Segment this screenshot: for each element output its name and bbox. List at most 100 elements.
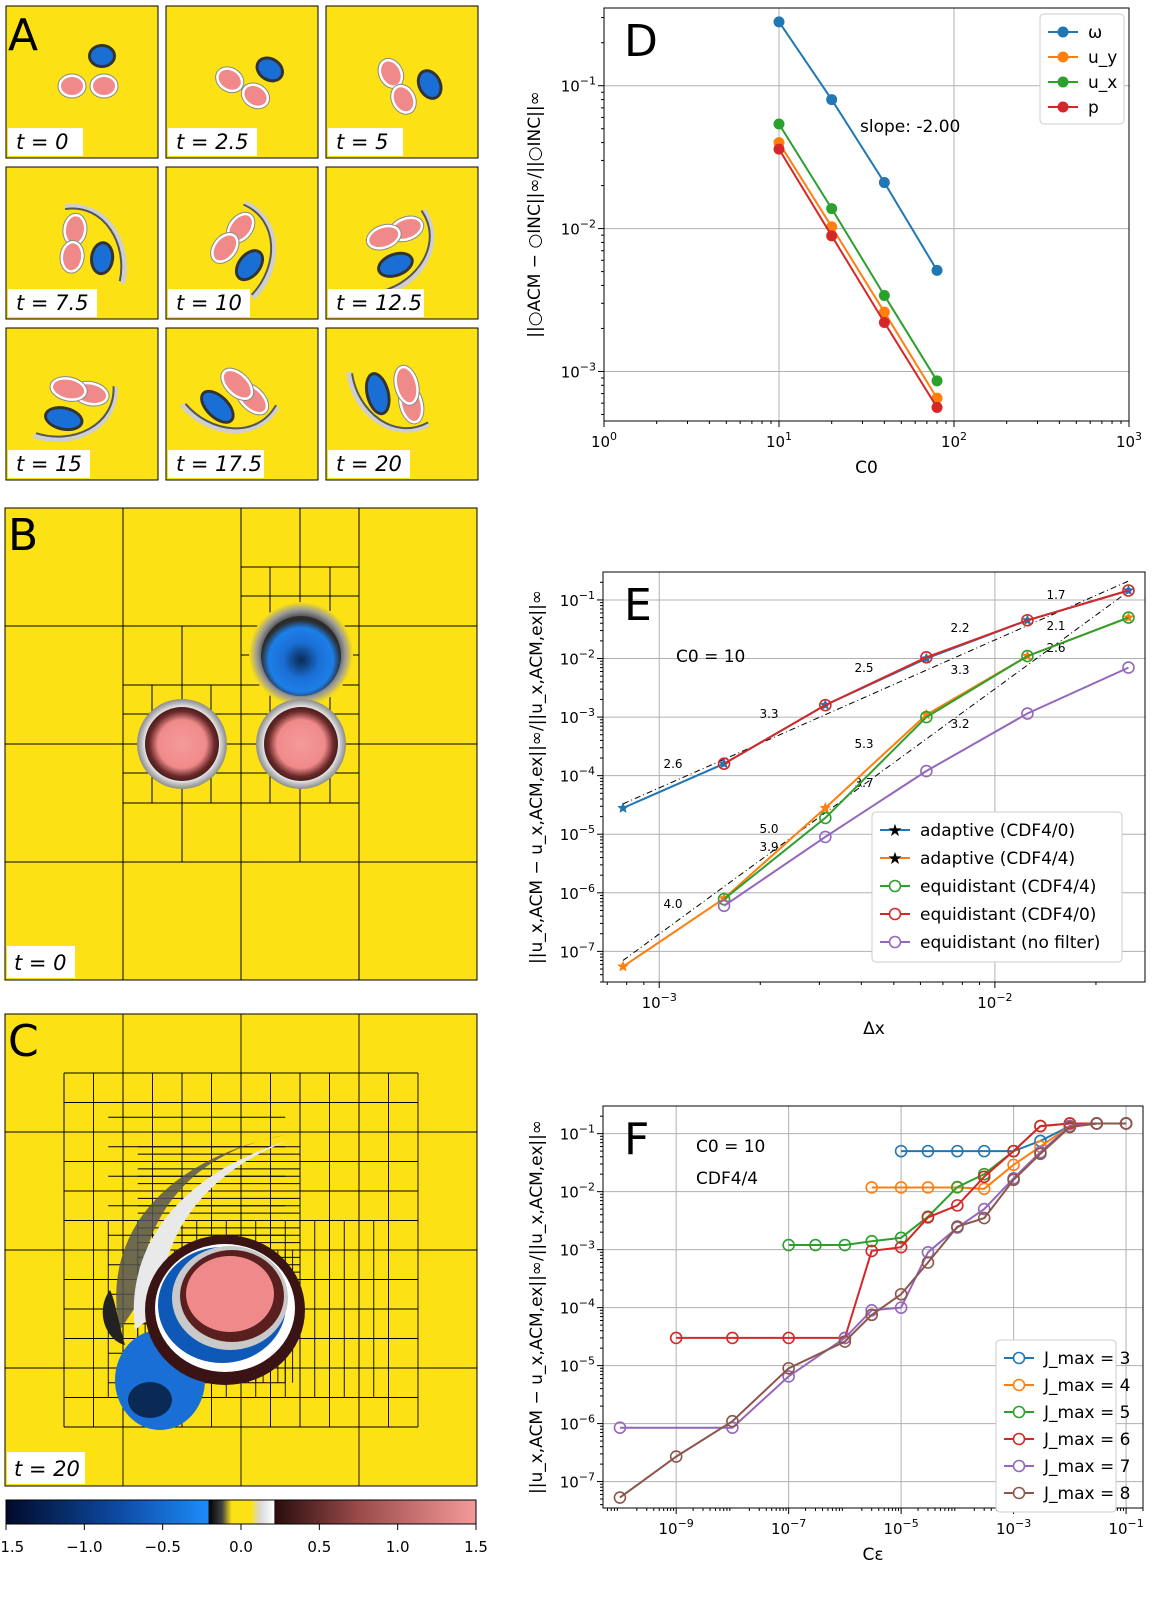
data-point	[838, 1335, 852, 1348]
snapshot-pink-vortex-left	[61, 77, 83, 95]
snapshot-pink-vortex-right	[63, 243, 82, 271]
reference-line-lower	[622, 590, 1129, 961]
snapshot-blue-vortex	[367, 375, 388, 413]
snapshot-time-box	[8, 289, 97, 317]
data-point	[613, 1491, 627, 1504]
panel-c-grid-final: t = 20	[4, 1013, 478, 1487]
data-point	[826, 230, 838, 242]
y-tick-label: 10−2	[560, 648, 595, 669]
y-axis-label: ||u_x,ACM − u_x,ACM,ex||∞/||u_x,ACM,ex||…	[527, 1120, 547, 1494]
data-point	[865, 1234, 879, 1248]
data-point	[717, 757, 731, 771]
data-point	[931, 401, 943, 413]
chart-frame	[603, 7, 1130, 422]
data-point	[951, 1220, 964, 1233]
legend-item: J_max = 4	[1004, 1376, 1130, 1396]
panel-b-blue-vortex	[261, 616, 341, 696]
data-point	[782, 1361, 795, 1375]
slope-label-lower: 3.3	[950, 663, 969, 677]
slope-label-nofilter: 3.9	[759, 840, 778, 854]
legend: ★ adaptive (CDF4/0) ★ adaptive (CDF4/4) equi…	[871, 811, 1123, 963]
data-point	[613, 1421, 627, 1434]
snapshot-time-label: t = 10	[176, 291, 242, 315]
snapshot-2: t = 5	[325, 5, 479, 159]
data-point	[773, 143, 785, 155]
x-tick-label: 100	[591, 430, 617, 451]
data-point	[717, 899, 731, 913]
panel-b-time-label: t = 0	[14, 951, 67, 975]
legend-label: J_max = 4	[1043, 1376, 1130, 1396]
legend-box	[995, 1339, 1117, 1513]
data-point	[894, 1231, 908, 1245]
y-tick-label: 10−7	[560, 940, 595, 961]
snapshot-1: t = 2.5	[165, 5, 319, 159]
slope-label-lower: 4.0	[663, 897, 682, 911]
snapshot-blue-vortex	[258, 59, 282, 80]
snapshot-filament	[180, 402, 280, 434]
snapshot-8: t = 20	[325, 327, 479, 481]
y-tick-label: 10−6	[560, 882, 595, 903]
chart-e: 10−3 10−2 10−7 10−6 10−5 10−4 10−3 10−2 10−1 C0 =…	[527, 571, 1146, 1039]
legend-marker: ★	[887, 821, 902, 841]
panel-a-letter: A	[8, 10, 38, 61]
y-axis-label: ||u_x,ACM − u_x,ACM,ex||∞/||u_x,ACM,ex||…	[527, 590, 547, 964]
chart-letter: E	[624, 580, 652, 631]
legend-item: ★ adaptive (CDF4/0)	[880, 821, 1075, 841]
snapshot-time-box	[328, 289, 424, 317]
panel-c-vortex-structure	[102, 1135, 305, 1430]
legend-label: u_x	[1088, 73, 1117, 93]
data-point	[819, 802, 831, 813]
y-tick-label: 10−1	[560, 1123, 595, 1144]
series-2	[773, 118, 943, 387]
x-tick-label: 10−1	[1108, 1517, 1143, 1538]
data-point	[782, 1331, 795, 1345]
data-point	[1007, 1173, 1020, 1187]
data-point	[894, 1144, 908, 1158]
y-tick-label: 10−1	[561, 75, 596, 96]
snapshot-vortices	[57, 44, 119, 99]
colorbar-tick-label: −1.0	[66, 1538, 102, 1556]
colorbar-tick-label: −1.5	[0, 1538, 24, 1556]
x-axis-label: Δx	[863, 1019, 885, 1039]
data-point	[1122, 584, 1135, 596]
series-1	[865, 1117, 1133, 1196]
snapshot-pink-vortex-right	[53, 379, 85, 399]
snapshot-vortices	[32, 376, 119, 443]
data-point	[920, 708, 933, 720]
snapshot-pink-vortex-left	[381, 61, 401, 86]
legend-item: equidistant (CDF4/0)	[880, 905, 1096, 925]
data-point	[977, 1144, 991, 1158]
snapshot-filament	[346, 371, 430, 433]
legend-item: u_y	[1048, 48, 1117, 68]
data-point	[894, 1301, 908, 1314]
slope-label-upper: 2.2	[950, 621, 969, 635]
legend-item: u_x	[1048, 73, 1117, 93]
snapshot-vortices	[346, 364, 430, 433]
snapshot-blue-vortex	[93, 244, 112, 273]
colorbar-ticks: −1.5 −1.0 −0.5 0.0 0.5 1.0 1.5	[0, 1524, 488, 1556]
series-3	[717, 584, 1135, 771]
legend-marker: ★	[887, 849, 902, 869]
data-point	[1090, 1117, 1103, 1130]
data-point	[921, 1211, 935, 1224]
legend-label: ω	[1088, 23, 1102, 43]
x-axis-label: Cε	[862, 1545, 883, 1565]
data-point	[1034, 1119, 1047, 1133]
snapshot-vortices	[215, 56, 284, 110]
c0-annotation: C0 = 10	[696, 1137, 765, 1157]
colorbar-gradient	[5, 1499, 477, 1525]
legend-item: ★ adaptive (CDF4/4)	[880, 849, 1075, 869]
panel-b-letter: B	[8, 510, 38, 561]
x-tick-label: 10−2	[977, 991, 1012, 1012]
data-point	[1021, 649, 1034, 663]
data-point	[1119, 1117, 1133, 1130]
chart-letter: D	[624, 16, 658, 67]
legend-marker	[1012, 1432, 1026, 1446]
snapshot-filament-dark	[184, 403, 277, 430]
snapshot-pink-vortex-right	[393, 87, 414, 112]
data-point	[931, 375, 943, 387]
chart-frame	[602, 571, 1146, 983]
snapshot-blue-vortex	[237, 252, 262, 279]
data-point	[977, 1202, 991, 1216]
snapshot-pink-vortex-right	[93, 77, 115, 95]
